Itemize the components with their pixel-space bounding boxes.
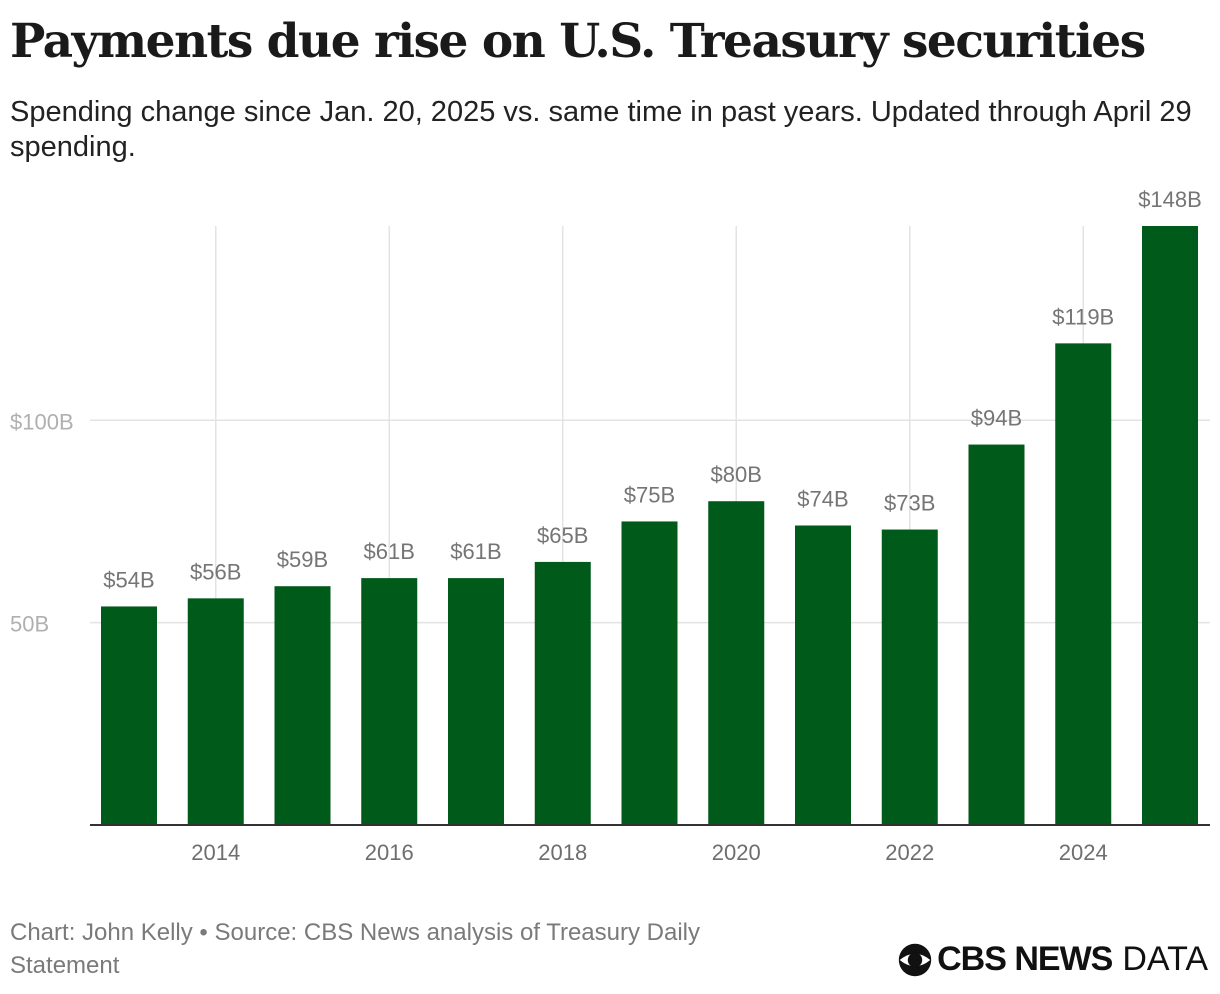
x-tick-label: 2024 bbox=[1059, 840, 1108, 865]
bar-2024 bbox=[1055, 343, 1112, 825]
bar-value-label: $74B bbox=[797, 487, 848, 512]
bar-value-label: $61B bbox=[450, 539, 501, 564]
y-tick-label: 50B bbox=[10, 612, 49, 637]
bar-2020 bbox=[708, 501, 765, 825]
x-tick-label: 2014 bbox=[191, 840, 240, 865]
bar-value-label: $65B bbox=[537, 523, 588, 548]
bar-2017 bbox=[448, 578, 504, 825]
x-tick-label: 2016 bbox=[365, 840, 414, 865]
chart-title: Payments due rise on U.S. Treasury secur… bbox=[10, 14, 1146, 69]
cbs-eye-icon bbox=[898, 943, 932, 976]
bar-value-label: $148B bbox=[1138, 187, 1202, 212]
bar-value-label: $73B bbox=[884, 491, 935, 516]
source-note: Chart: John Kelly • Source: CBS News ana… bbox=[10, 919, 700, 979]
bar-value-label: $54B bbox=[103, 567, 154, 592]
bar-value-label: $61B bbox=[364, 539, 415, 564]
bar-2021 bbox=[795, 525, 851, 825]
bar-2022 bbox=[881, 529, 938, 825]
x-tick-label: 2022 bbox=[885, 840, 934, 865]
bar-2019 bbox=[621, 521, 678, 825]
x-tick-label: 2020 bbox=[712, 840, 761, 865]
bar-value-label: $80B bbox=[711, 462, 762, 487]
bar-2015 bbox=[274, 586, 331, 825]
bar-2025 bbox=[1142, 226, 1198, 825]
bar-2018 bbox=[534, 561, 591, 825]
brand-name: CBS NEWS bbox=[937, 940, 1113, 978]
bar-value-label: $94B bbox=[971, 406, 1022, 431]
bar-2016 bbox=[361, 578, 418, 825]
bar-2014 bbox=[187, 598, 244, 825]
cbs-news-data-logo: CBS NEWS DATA bbox=[897, 940, 1208, 979]
bar-value-label: $59B bbox=[277, 547, 328, 572]
bar-value-label: $119B bbox=[1052, 304, 1114, 329]
brand-suffix: DATA bbox=[1122, 940, 1208, 978]
bar-2023 bbox=[968, 444, 1025, 825]
chart-subtitle: Spending change since Jan. 20, 2025 vs. … bbox=[10, 96, 1192, 163]
bar-2013 bbox=[101, 606, 157, 825]
y-tick-label: $100B bbox=[10, 409, 74, 434]
bar-value-label: $56B bbox=[190, 559, 241, 584]
x-tick-label: 2018 bbox=[538, 840, 587, 865]
bar-chart: 50B $100B 2014 2016 2018 2020 2022 2024 $54B $56B… bbox=[10, 187, 1210, 865]
bar-value-label: $75B bbox=[624, 482, 675, 507]
